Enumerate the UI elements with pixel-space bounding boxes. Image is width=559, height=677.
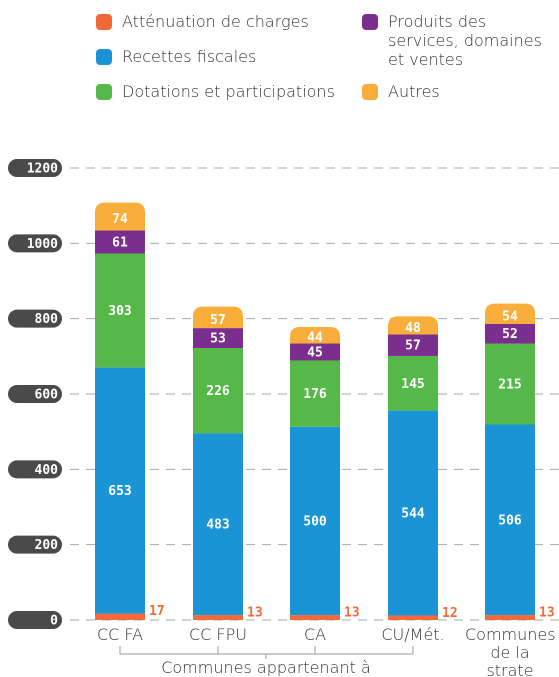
bar-segment xyxy=(388,410,438,616)
bar-segment xyxy=(290,426,340,616)
legend-swatch xyxy=(96,14,112,30)
data-label: 215 xyxy=(498,378,521,393)
bar-segment xyxy=(485,615,535,620)
bar-segment xyxy=(193,306,243,329)
bar-segment xyxy=(485,323,535,344)
legend-item: Produits des services, domaines et vente… xyxy=(362,12,552,69)
data-label: 44 xyxy=(307,331,323,346)
y-tick-label: 200 xyxy=(35,538,59,553)
bar-segment xyxy=(95,613,145,620)
y-tick-label: 0 xyxy=(50,614,58,629)
data-label: 226 xyxy=(206,384,230,399)
bar-segment xyxy=(388,316,438,335)
tick-pill xyxy=(8,385,62,403)
data-label: 48 xyxy=(405,321,421,336)
bar-segment xyxy=(95,202,145,231)
tick-pill xyxy=(8,159,62,177)
data-label: 145 xyxy=(401,377,424,392)
bar-segment xyxy=(193,615,243,620)
y-tick-label: 800 xyxy=(35,312,59,327)
bar-segment xyxy=(290,343,340,361)
bar-segment xyxy=(485,424,535,616)
bar-segment xyxy=(388,355,438,411)
legend-swatch xyxy=(362,14,378,30)
tick-pill xyxy=(8,234,62,253)
bar-segment xyxy=(290,326,340,344)
bar-segment xyxy=(193,348,243,434)
data-label: 61 xyxy=(112,236,128,251)
data-label: 74 xyxy=(112,212,128,227)
y-tick-label: 1000 xyxy=(27,237,58,252)
legend-swatch xyxy=(362,84,378,100)
data-label: 500 xyxy=(303,514,327,529)
bar-segment xyxy=(95,367,145,614)
data-label: 57 xyxy=(405,339,421,354)
bar-segment xyxy=(95,253,145,368)
legend-swatch xyxy=(96,49,112,65)
data-label: 13 xyxy=(539,606,555,621)
data-label: 13 xyxy=(344,606,360,621)
data-label: 544 xyxy=(401,507,425,522)
legend-item: Autres xyxy=(362,82,440,101)
data-label: 303 xyxy=(108,304,131,319)
bar-segment xyxy=(290,360,340,427)
data-label: 483 xyxy=(206,518,229,533)
bar-segment xyxy=(388,334,438,356)
data-label: 13 xyxy=(247,606,263,621)
x-tick-label: CA xyxy=(303,625,327,644)
tick-pill xyxy=(8,309,62,328)
data-label: 653 xyxy=(108,484,131,499)
legend-swatch xyxy=(96,84,112,100)
data-label: 54 xyxy=(502,309,518,324)
data-label: 45 xyxy=(307,346,323,361)
bar-segment xyxy=(388,615,438,620)
legend-label: Atténuation de charges xyxy=(122,12,309,31)
legend-item: Atténuation de charges xyxy=(96,12,309,31)
x-tick-label: Communes de la strate xyxy=(465,625,556,677)
y-tick-label: 1200 xyxy=(27,162,58,177)
tick-pill xyxy=(8,611,62,629)
legend-label: Dotations et participations xyxy=(122,82,335,101)
x-tick-label: CC FA xyxy=(96,625,144,644)
data-label: 17 xyxy=(149,604,165,619)
x-tick-label: CC FPU xyxy=(189,625,247,644)
legend-item: Recettes fiscales xyxy=(96,47,256,66)
data-label: 52 xyxy=(502,327,518,342)
data-label: 506 xyxy=(498,513,522,528)
bar-segment xyxy=(290,615,340,620)
bar-segment xyxy=(193,328,243,349)
legend-label: Autres xyxy=(388,82,440,101)
legend-label: Produits des services, domaines et vente… xyxy=(388,12,542,69)
bar-segment xyxy=(193,433,243,616)
data-label: 57 xyxy=(210,313,226,328)
y-tick-label: 600 xyxy=(35,388,59,403)
group-label: Communes appartenant à xyxy=(161,658,371,677)
x-tick-label: CU/Mét. xyxy=(381,625,445,644)
data-label: 12 xyxy=(442,606,458,621)
tick-pill xyxy=(8,460,62,479)
legend-label: Recettes fiscales xyxy=(122,47,257,66)
data-label: 53 xyxy=(210,332,226,347)
bar-segment xyxy=(95,230,145,254)
data-label: 176 xyxy=(303,387,327,402)
tick-pill xyxy=(8,535,62,554)
legend-item: Dotations et participations xyxy=(96,82,335,101)
bar-segment xyxy=(485,303,535,324)
bar-segment xyxy=(485,343,535,425)
y-tick-label: 400 xyxy=(35,463,59,478)
